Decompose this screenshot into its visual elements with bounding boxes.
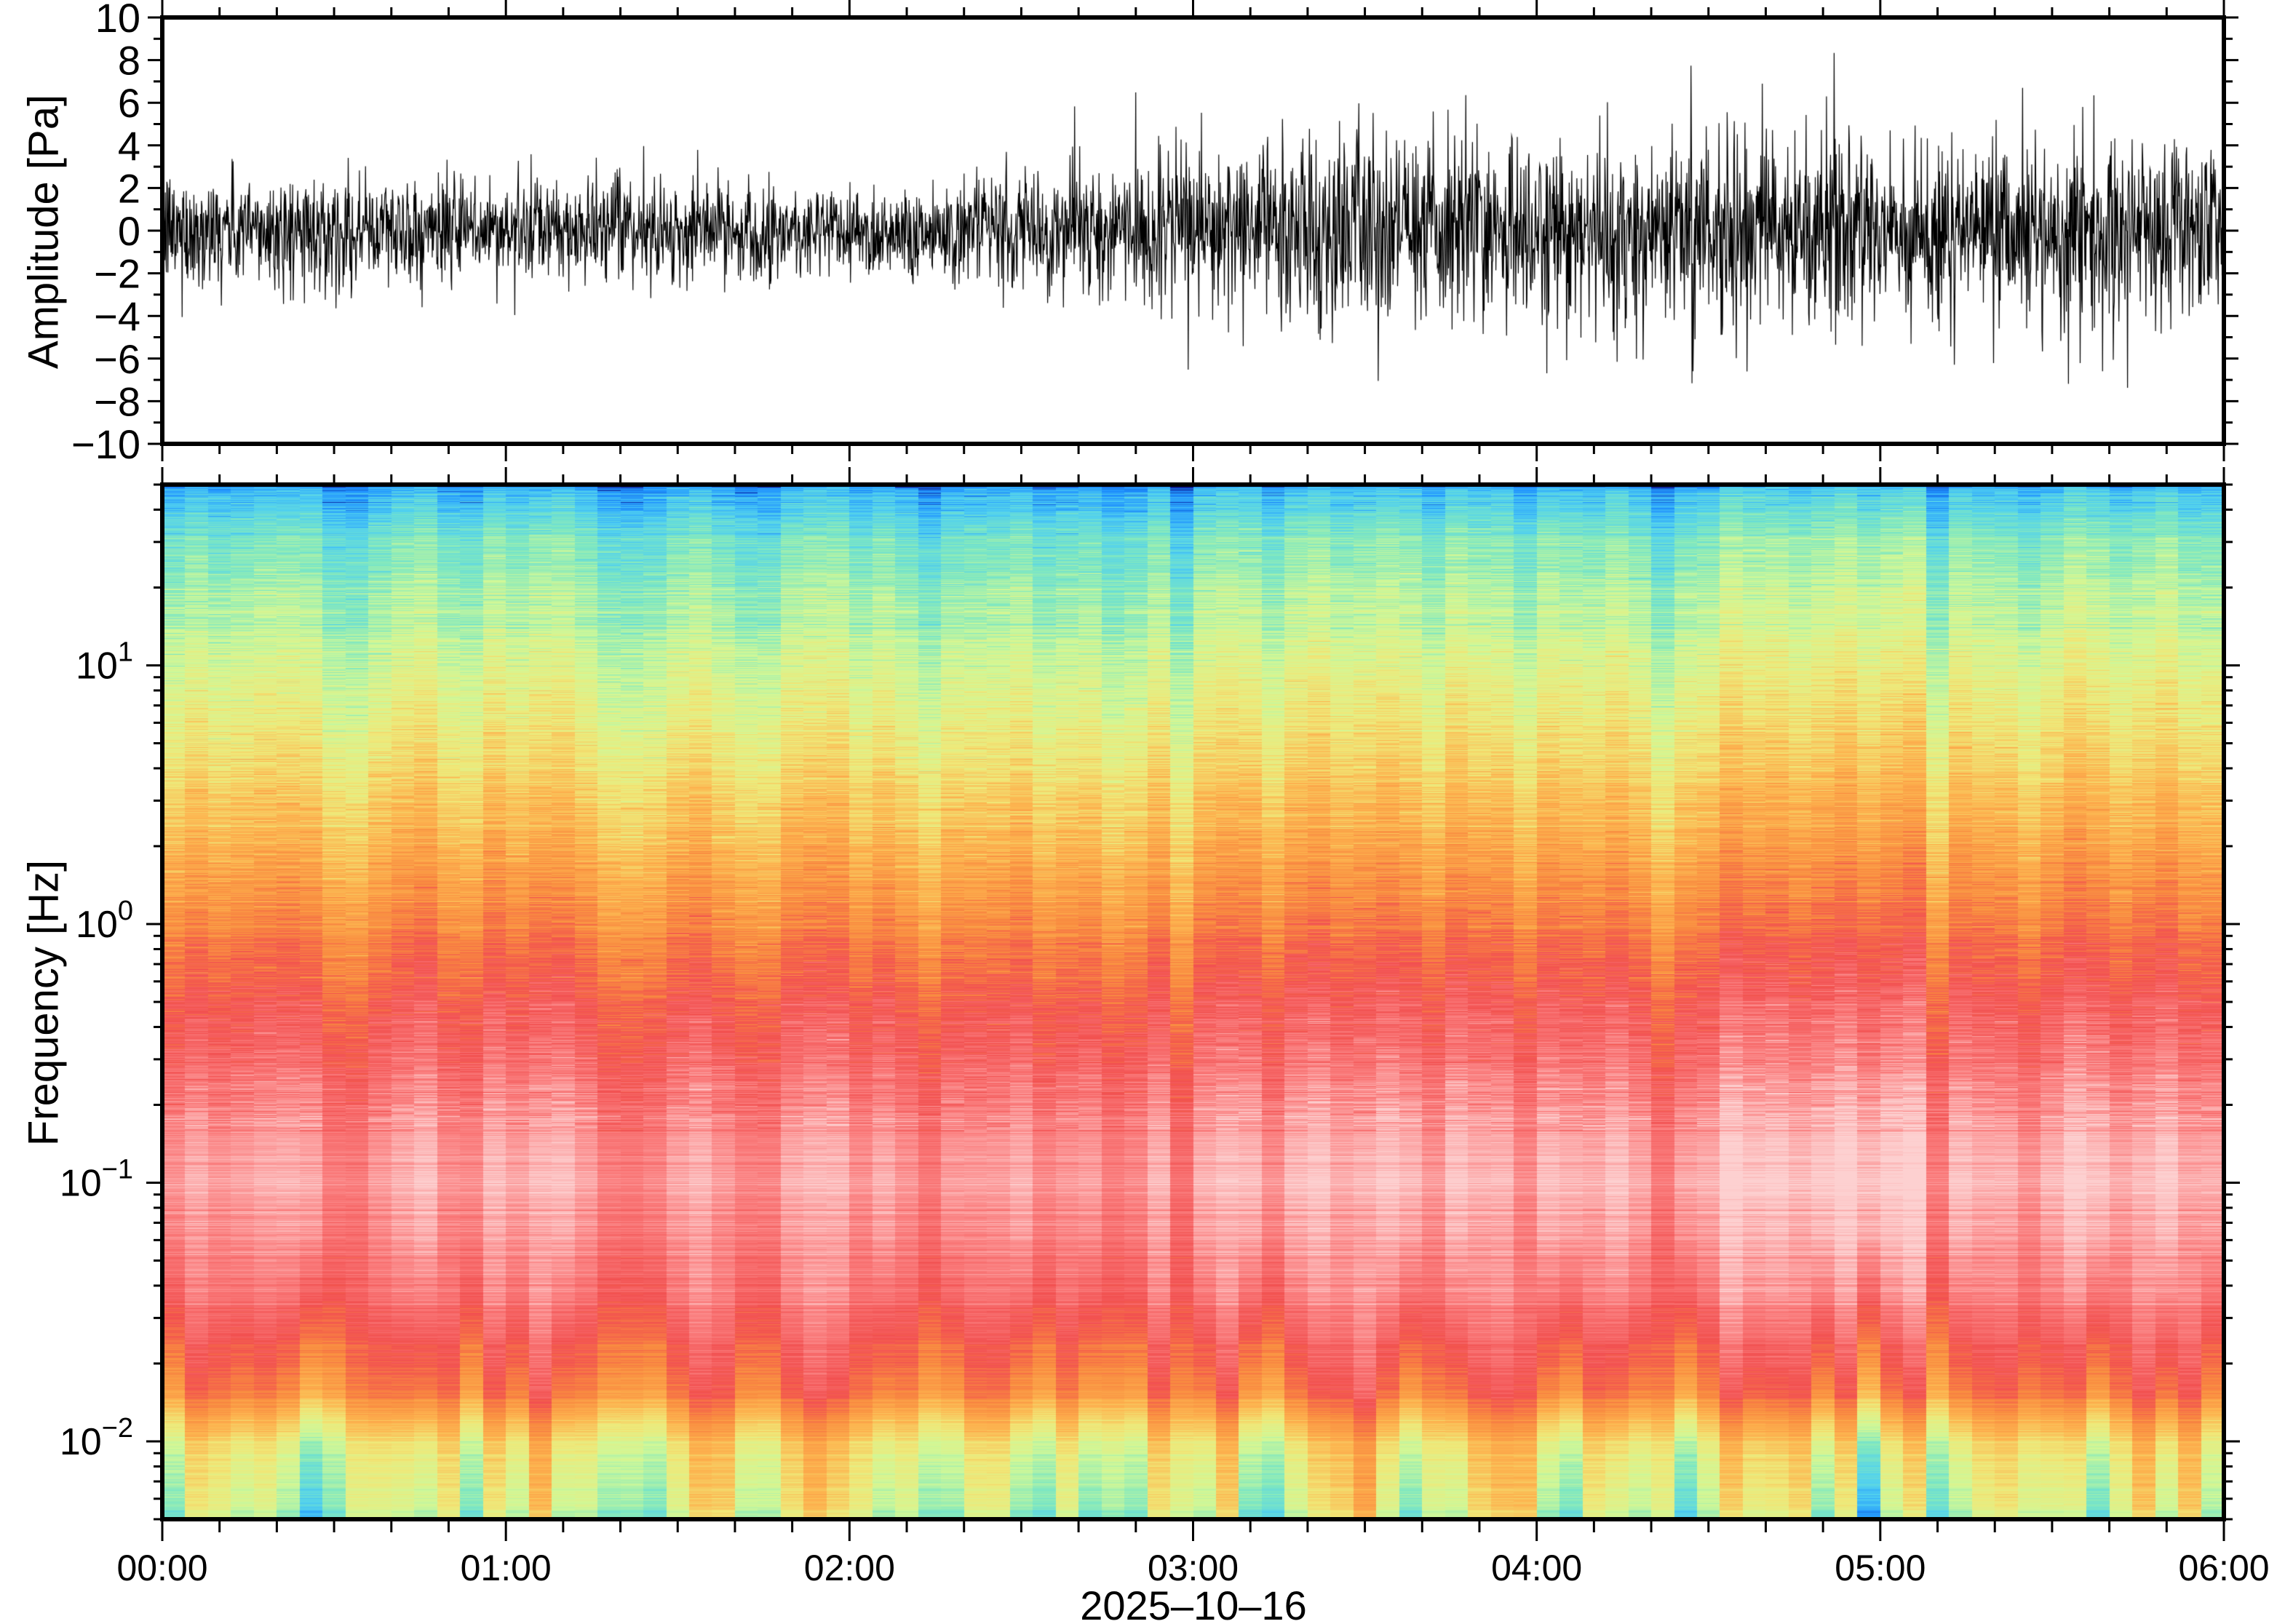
- date-axis-label: 2025–10–16: [1080, 1583, 1306, 1624]
- amplitude-tick-label: 0: [118, 208, 140, 254]
- amplitude-axis-label: Amplitude [Pa]: [20, 94, 68, 370]
- time-tick-label: 01:00: [461, 1548, 552, 1588]
- amplitude-tick-label: −6: [94, 336, 140, 382]
- frequency-tick-label: 101: [76, 637, 133, 687]
- amplitude-tick-label: 10: [95, 0, 140, 41]
- amplitude-tick-label: −4: [94, 293, 140, 339]
- amplitude-tick-label: 4: [118, 123, 140, 169]
- spectrogram-plot: [162, 485, 2224, 1519]
- time-tick-label: 05:00: [1835, 1548, 1926, 1588]
- waveform-frame: [160, 15, 2226, 446]
- spectrogram-frame: [160, 482, 2226, 1521]
- amplitude-tick-label: −10: [71, 421, 140, 467]
- frequency-tick-label: 10−1: [60, 1154, 133, 1204]
- amplitude-tick-label: 8: [118, 38, 140, 84]
- amplitude-tick-label: 2: [118, 165, 140, 211]
- time-tick-label: 06:00: [2178, 1548, 2269, 1588]
- waveform-plot: [162, 17, 2224, 444]
- amplitude-tick-label: 6: [118, 80, 140, 126]
- time-tick-label: 03:00: [1148, 1548, 1239, 1588]
- frequency-tick-label: 100: [76, 896, 133, 946]
- amplitude-tick-label: −8: [94, 378, 140, 424]
- time-tick-label: 00:00: [116, 1548, 207, 1588]
- frequency-axis-label: Frequency [Hz]: [20, 859, 68, 1147]
- time-tick-label: 04:00: [1491, 1548, 1582, 1588]
- amplitude-tick-label: −2: [94, 251, 140, 297]
- time-tick-label: 02:00: [804, 1548, 895, 1588]
- frequency-tick-label: 10−2: [60, 1413, 133, 1463]
